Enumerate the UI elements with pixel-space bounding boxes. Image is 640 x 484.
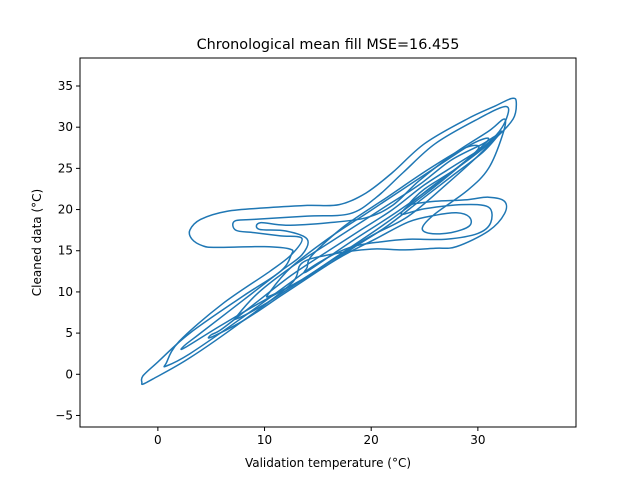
contour-level-3	[180, 118, 507, 351]
contour-level-7	[303, 144, 480, 274]
contour-level-6	[265, 137, 490, 298]
y-tick-label: 25	[58, 161, 73, 175]
x-tick-label: 0	[154, 433, 162, 447]
chart-title: Chronological mean fill MSE=16.455	[197, 37, 460, 53]
y-tick-label: 0	[65, 367, 73, 381]
y-axis-label: Cleaned data (°C)	[30, 189, 44, 296]
contour-level-4	[207, 130, 503, 339]
y-axis-ticks: −5 0 5 10 15 20 25 30 35	[55, 79, 80, 422]
y-tick-label: 5	[65, 326, 73, 340]
y-tick-label: −5	[55, 408, 73, 422]
contour-outer	[140, 97, 518, 386]
y-tick-label: 35	[58, 79, 73, 93]
y-tick-label: 15	[58, 244, 73, 258]
x-tick-label: 10	[257, 433, 272, 447]
x-tick-label: 30	[470, 433, 485, 447]
contour-level-2	[163, 105, 510, 368]
y-tick-label: 10	[58, 285, 73, 299]
x-tick-label: 20	[364, 433, 379, 447]
plot-area-frame	[79, 57, 577, 428]
contour-lines	[140, 97, 518, 386]
x-axis-ticks: 0 10 20 30	[154, 427, 486, 447]
x-axis-label: Validation temperature (°C)	[245, 456, 411, 470]
y-tick-label: 20	[58, 203, 73, 217]
y-tick-label: 30	[58, 120, 73, 134]
